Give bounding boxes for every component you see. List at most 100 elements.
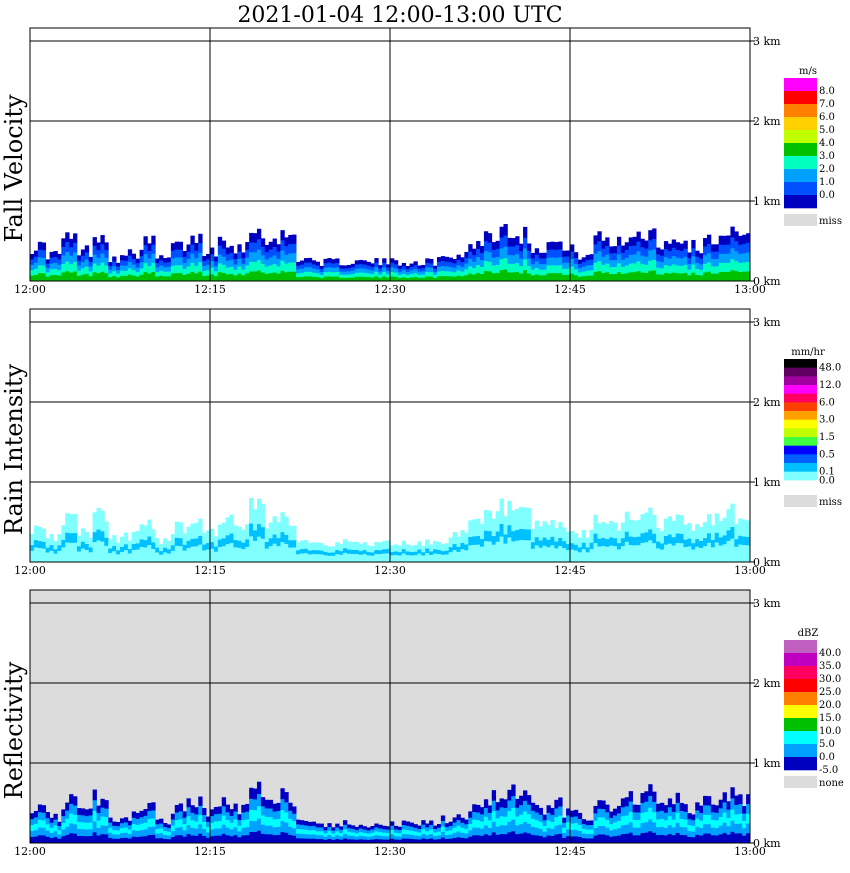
echo-cell: [691, 831, 696, 838]
echo-cell: [366, 833, 371, 838]
echo-cell: [69, 272, 74, 282]
echo-cell: [503, 534, 508, 545]
echo-cell: [288, 244, 293, 254]
echo-cell: [276, 244, 281, 253]
echo-cell: [530, 826, 536, 836]
echo-cell: [542, 814, 547, 821]
echo-cell: [116, 546, 121, 551]
echo-cell: [292, 554, 297, 563]
echo-cell: [190, 271, 195, 282]
echo-cell: [695, 531, 700, 540]
echo-cell: [491, 544, 497, 554]
echo-cell: [738, 235, 743, 246]
echo-cell: [436, 831, 442, 836]
echo-cell: [718, 244, 724, 255]
echo-cell: [413, 555, 418, 560]
echo-cell: [558, 538, 563, 547]
echo-cell: [413, 827, 418, 833]
echo-cell: [491, 800, 497, 812]
echo-cell: [746, 233, 751, 244]
echo-cell: [241, 542, 246, 550]
echo-cell: [116, 273, 121, 278]
echo-cell: [519, 517, 524, 530]
echo-cell: [57, 270, 62, 277]
echo-cell: [319, 839, 324, 844]
echo-cell: [210, 260, 215, 269]
echo-cell: [530, 542, 536, 550]
echo-cell: [358, 543, 364, 549]
legend-label: 30.0: [819, 674, 841, 685]
echo-cell: [159, 558, 164, 563]
echo-cell: [307, 821, 313, 827]
echo-cell: [554, 541, 559, 549]
echo-cell: [448, 834, 454, 840]
echo-cell: [636, 804, 641, 813]
echo-cell: [147, 265, 152, 274]
echo-cell: [429, 820, 434, 826]
echo-cell: [738, 262, 743, 273]
echo-cell: [41, 535, 47, 543]
echo-cell: [147, 802, 152, 812]
echo-cell: [703, 538, 708, 547]
echo-cell: [730, 237, 735, 249]
echo-cell: [663, 518, 669, 528]
echo-cell: [135, 276, 140, 282]
echo-cell: [597, 231, 602, 242]
echo-cell: [671, 819, 677, 828]
echo-cell: [566, 836, 571, 844]
echo-cell: [401, 829, 407, 835]
echo-cell: [577, 818, 583, 826]
echo-cell: [620, 554, 626, 563]
echo-cell: [210, 836, 215, 844]
echo-cell: [550, 536, 555, 546]
echo-cell: [123, 832, 129, 839]
echo-cell: [362, 839, 367, 844]
echo-cell: [660, 549, 665, 557]
echo-cell: [464, 544, 469, 551]
echo-cell: [468, 536, 473, 546]
echo-cell: [135, 812, 140, 820]
echo-cell: [511, 531, 516, 542]
echo-cell: [311, 268, 317, 274]
echo-cell: [550, 249, 555, 258]
echo-cell: [675, 249, 680, 259]
echo-cell: [272, 264, 277, 274]
echo-cell: [519, 528, 524, 541]
echo-cell: [444, 827, 450, 832]
echo-cell: [61, 829, 66, 837]
echo-cell: [425, 539, 430, 545]
echo-cell: [679, 524, 684, 535]
echo-cell: [65, 251, 70, 263]
echo-cell: [722, 235, 727, 246]
y-tick-label: 0 km: [753, 275, 781, 288]
echo-cell: [378, 268, 383, 272]
echo-cell: [288, 540, 293, 549]
echo-cell: [671, 239, 677, 249]
echo-cell: [393, 547, 399, 552]
echo-cell: [609, 529, 614, 538]
echo-cell: [159, 833, 164, 839]
echo-cell: [166, 824, 172, 829]
echo-cell: [194, 814, 199, 823]
echo-cell: [303, 820, 309, 826]
echo-cell: [237, 837, 242, 844]
echo-cell: [96, 257, 101, 267]
echo-cell: [726, 519, 731, 531]
echo-cell: [656, 260, 661, 269]
echo-cell: [354, 549, 360, 555]
echo-cell: [440, 256, 446, 262]
legend-swatch: [784, 393, 817, 403]
echo-cell: [675, 273, 680, 282]
echo-cell: [33, 823, 39, 831]
echo-cell: [699, 264, 704, 271]
echo-cell: [433, 545, 438, 550]
echo-cell: [433, 274, 438, 279]
echo-cell: [221, 240, 227, 250]
echo-cell: [534, 804, 540, 814]
echo-cell: [480, 252, 485, 261]
echo-cell: [217, 272, 223, 282]
echo-cell: [284, 792, 289, 803]
echo-cell: [96, 551, 101, 563]
echo-cell: [84, 544, 90, 551]
echo-cell: [421, 274, 426, 279]
